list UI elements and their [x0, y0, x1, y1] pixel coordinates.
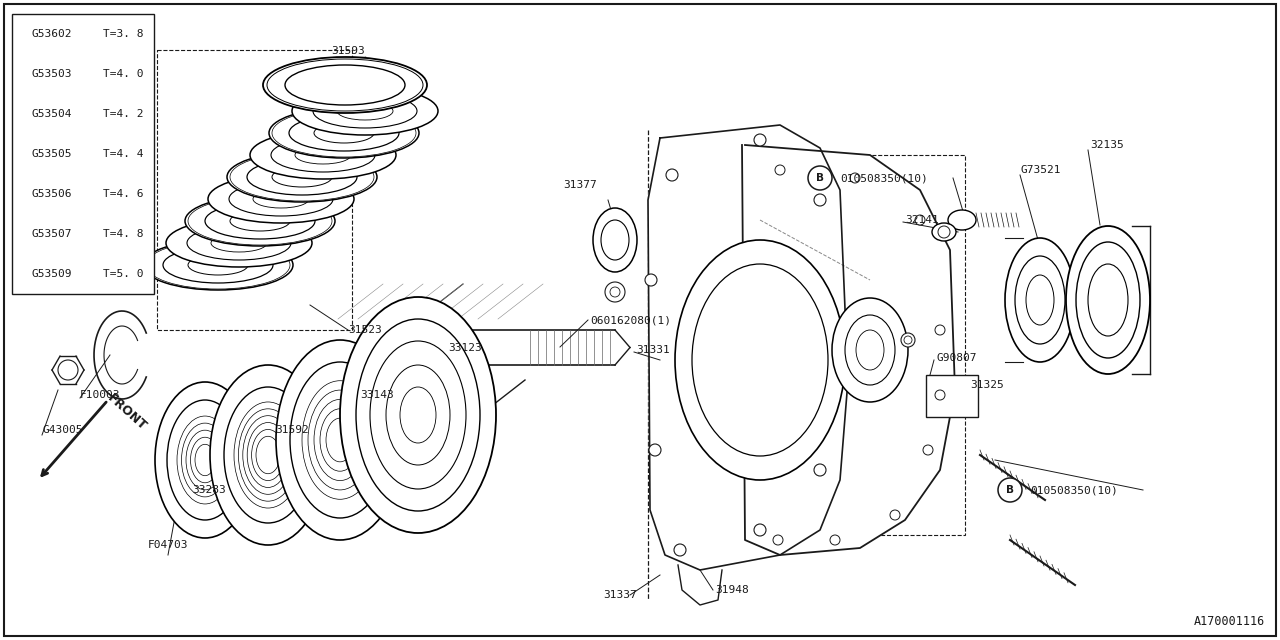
Circle shape — [915, 215, 925, 225]
Circle shape — [829, 535, 840, 545]
Circle shape — [814, 194, 826, 206]
Ellipse shape — [155, 382, 255, 538]
Text: 32135: 32135 — [1091, 140, 1124, 150]
Circle shape — [998, 478, 1021, 502]
Bar — [12, 14, 154, 294]
Text: G53506: G53506 — [32, 189, 72, 199]
Circle shape — [901, 333, 915, 347]
Text: B: B — [1006, 485, 1014, 495]
Circle shape — [890, 510, 900, 520]
Ellipse shape — [593, 208, 637, 272]
Text: 010508350(10): 010508350(10) — [1030, 485, 1117, 495]
Bar — [860, 155, 965, 535]
Text: B: B — [817, 173, 824, 183]
Text: G53505: G53505 — [32, 149, 72, 159]
Text: 32141: 32141 — [905, 215, 938, 225]
Ellipse shape — [340, 297, 497, 533]
Ellipse shape — [1066, 226, 1149, 374]
Circle shape — [649, 444, 660, 456]
Circle shape — [774, 165, 785, 175]
Text: FRONT: FRONT — [105, 391, 150, 433]
Text: T=4. 0: T=4. 0 — [102, 69, 143, 79]
Text: F10003: F10003 — [81, 390, 120, 400]
Text: 060162080(1): 060162080(1) — [590, 315, 671, 325]
Text: G53503: G53503 — [32, 69, 72, 79]
Ellipse shape — [948, 210, 977, 230]
Text: T=4. 8: T=4. 8 — [102, 229, 143, 239]
Ellipse shape — [250, 131, 396, 179]
Text: 31948: 31948 — [716, 585, 749, 595]
Circle shape — [754, 134, 765, 146]
Text: T=5. 0: T=5. 0 — [102, 269, 143, 279]
Circle shape — [934, 325, 945, 335]
Text: G53509: G53509 — [32, 269, 72, 279]
Text: T=4. 4: T=4. 4 — [102, 149, 143, 159]
Text: G73521: G73521 — [1020, 165, 1061, 175]
Text: 31523: 31523 — [348, 325, 381, 335]
Text: G90807: G90807 — [936, 353, 977, 363]
Circle shape — [832, 334, 844, 346]
Ellipse shape — [1005, 238, 1075, 362]
Text: 33143: 33143 — [360, 390, 394, 400]
Text: 31331: 31331 — [636, 345, 669, 355]
Circle shape — [814, 464, 826, 476]
Text: A170001116: A170001116 — [1194, 615, 1265, 628]
Bar — [925, 375, 978, 417]
Text: T=3. 8: T=3. 8 — [102, 29, 143, 39]
Ellipse shape — [292, 87, 438, 135]
Text: F04703: F04703 — [147, 540, 188, 550]
Ellipse shape — [186, 196, 335, 246]
Text: 33283: 33283 — [192, 485, 225, 495]
Circle shape — [850, 173, 860, 183]
Text: G53602: G53602 — [32, 29, 72, 39]
Text: 010508350(10): 010508350(10) — [840, 173, 928, 183]
Ellipse shape — [210, 365, 326, 545]
Ellipse shape — [932, 223, 956, 241]
Text: G53504: G53504 — [32, 109, 72, 119]
Circle shape — [675, 544, 686, 556]
Circle shape — [808, 166, 832, 190]
Ellipse shape — [166, 219, 312, 267]
Circle shape — [605, 282, 625, 302]
Circle shape — [773, 535, 783, 545]
Ellipse shape — [276, 340, 404, 540]
Polygon shape — [648, 125, 849, 570]
Text: 31377: 31377 — [563, 180, 596, 190]
Text: 31337: 31337 — [603, 590, 637, 600]
Ellipse shape — [143, 240, 293, 290]
Ellipse shape — [269, 108, 419, 158]
Text: T=4. 2: T=4. 2 — [102, 109, 143, 119]
Ellipse shape — [209, 175, 355, 223]
Text: T=4. 6: T=4. 6 — [102, 189, 143, 199]
Circle shape — [923, 445, 933, 455]
Ellipse shape — [832, 298, 908, 402]
Ellipse shape — [262, 57, 428, 113]
Text: G53507: G53507 — [32, 229, 72, 239]
Text: 31325: 31325 — [970, 380, 1004, 390]
Bar — [157, 50, 352, 330]
Text: 31592: 31592 — [275, 425, 308, 435]
Circle shape — [645, 274, 657, 286]
Polygon shape — [742, 145, 955, 555]
Text: 31593: 31593 — [332, 46, 365, 56]
Ellipse shape — [675, 240, 845, 480]
Circle shape — [666, 169, 678, 181]
Text: 33123: 33123 — [448, 343, 481, 353]
Circle shape — [754, 524, 765, 536]
Ellipse shape — [227, 152, 378, 202]
Text: G43005: G43005 — [42, 425, 82, 435]
